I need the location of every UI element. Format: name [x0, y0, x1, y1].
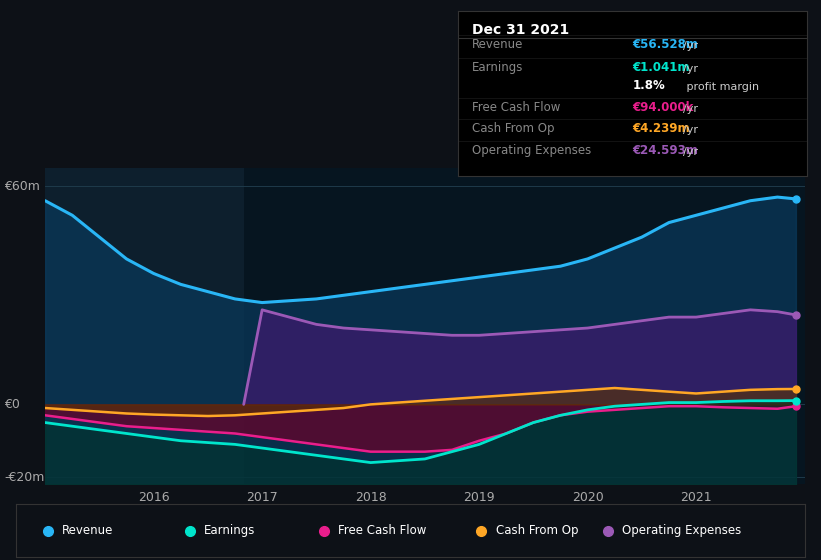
Text: €4.239m: €4.239m: [633, 122, 690, 135]
Text: Operating Expenses: Operating Expenses: [472, 143, 591, 157]
Text: Free Cash Flow: Free Cash Flow: [472, 101, 561, 114]
Text: €0: €0: [4, 398, 20, 411]
Text: profit margin: profit margin: [683, 82, 759, 92]
Text: 1.8%: 1.8%: [633, 79, 665, 92]
Text: Revenue: Revenue: [472, 38, 524, 51]
Text: €94.000k: €94.000k: [633, 101, 694, 114]
Text: Revenue: Revenue: [62, 524, 113, 537]
Text: /yr: /yr: [683, 147, 698, 157]
Text: €56.528m: €56.528m: [633, 38, 699, 51]
Text: Cash From Op: Cash From Op: [472, 122, 554, 135]
Text: €1.041m: €1.041m: [633, 61, 690, 74]
Text: /yr: /yr: [683, 41, 698, 51]
Text: Free Cash Flow: Free Cash Flow: [338, 524, 426, 537]
Text: -€20m: -€20m: [4, 470, 44, 484]
Text: €60m: €60m: [4, 180, 40, 193]
Text: Cash From Op: Cash From Op: [496, 524, 578, 537]
Text: €24.593m: €24.593m: [633, 143, 699, 157]
Text: /yr: /yr: [683, 104, 698, 114]
Text: /yr: /yr: [683, 125, 698, 135]
Text: Earnings: Earnings: [472, 61, 524, 74]
Text: Earnings: Earnings: [204, 524, 255, 537]
Text: /yr: /yr: [683, 64, 698, 74]
Bar: [244, 168, 805, 484]
Text: Dec 31 2021: Dec 31 2021: [472, 23, 569, 37]
Text: Operating Expenses: Operating Expenses: [621, 524, 741, 537]
